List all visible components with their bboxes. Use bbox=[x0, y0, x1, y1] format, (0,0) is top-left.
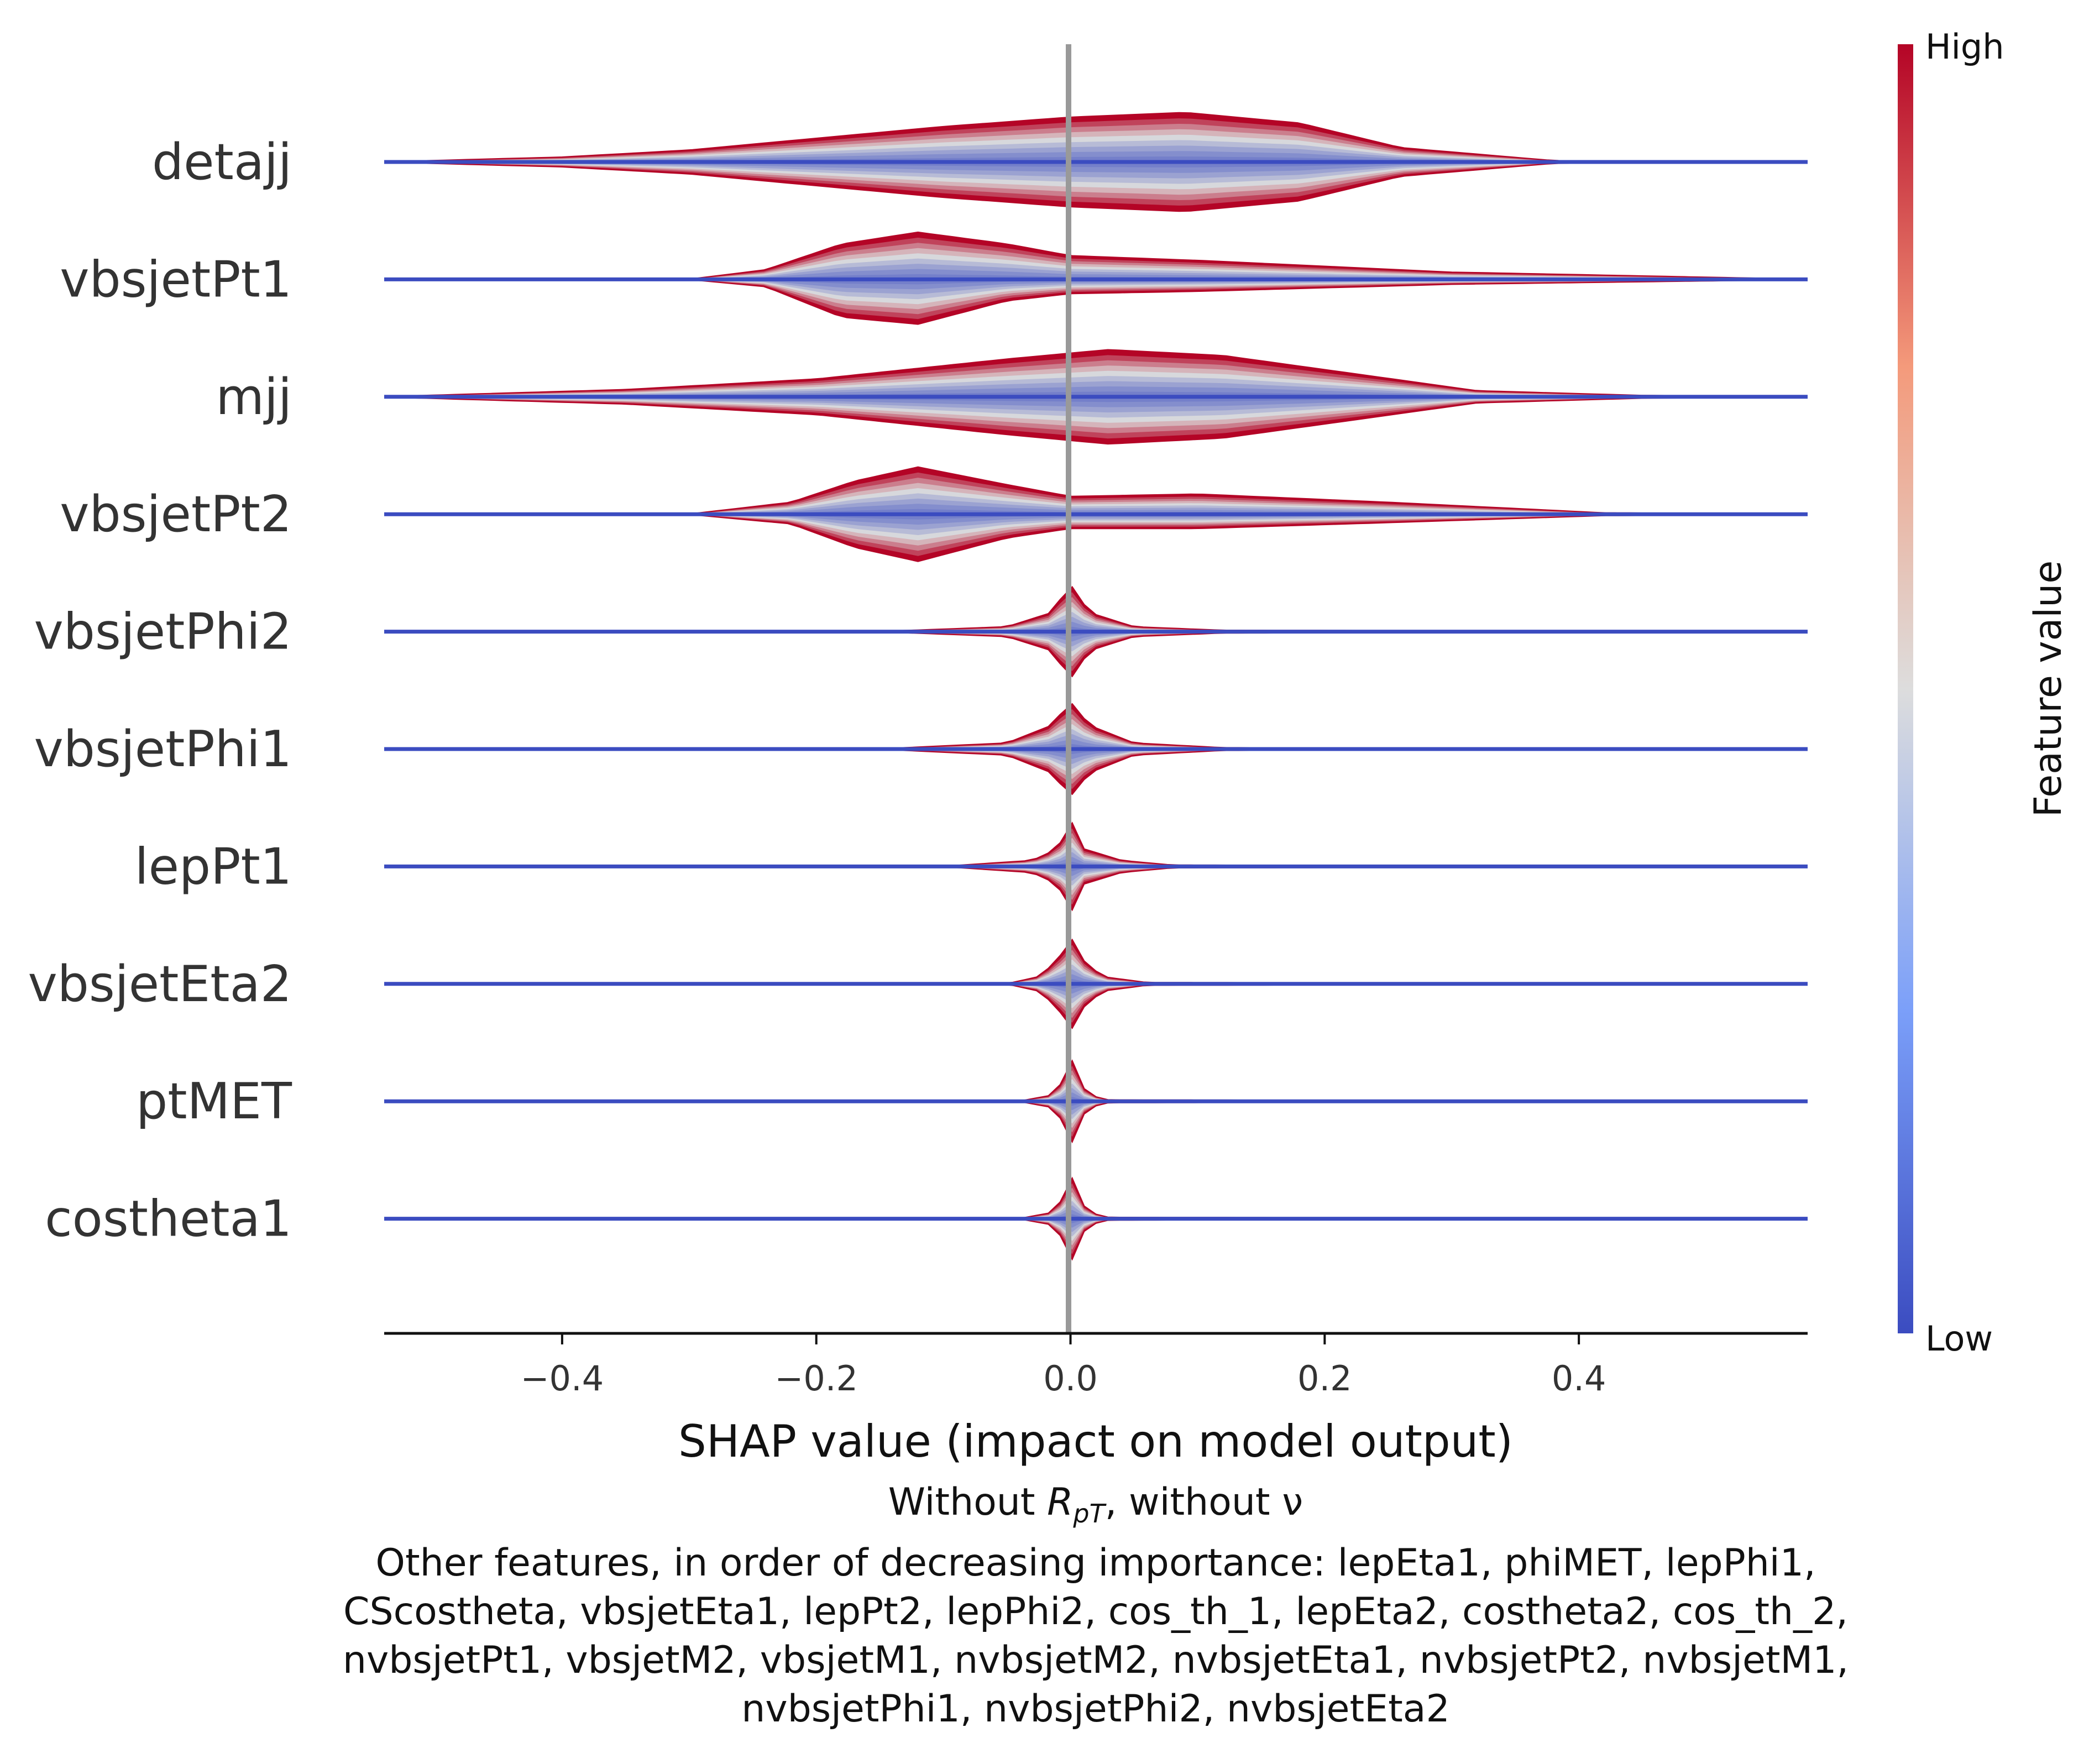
x-tick-label: 0.4 bbox=[1552, 1358, 1606, 1399]
caption-line-1: Without RpT, without ν bbox=[888, 1480, 1303, 1529]
violin-detajj bbox=[384, 112, 1808, 212]
feature-label: vbsjetPt2 bbox=[60, 485, 292, 543]
violin-layer bbox=[384, 112, 1808, 1261]
x-tick-label: 0.0 bbox=[1043, 1358, 1098, 1399]
violin-vbsjetPhi2 bbox=[384, 585, 1808, 678]
colorbar bbox=[1898, 44, 1913, 1333]
x-tick-label: −0.4 bbox=[521, 1358, 604, 1399]
feature-label: vbsjetPhi1 bbox=[34, 720, 292, 778]
caption-line-4: nvbsjetPt1, vbsjetM2, vbsjetM1, nvbsjetM… bbox=[343, 1639, 1849, 1682]
caption-symbol: R bbox=[1047, 1480, 1073, 1524]
violin-lepPt1 bbox=[384, 821, 1808, 912]
caption-prefix: Without bbox=[888, 1480, 1047, 1524]
violin-mjj bbox=[384, 349, 1808, 445]
violin-vbsjetPt1 bbox=[384, 231, 1808, 325]
feature-label: vbsjetPt1 bbox=[60, 250, 292, 308]
caption-line-3: CScostheta, vbsjetEta1, lepPt2, lepPhi2,… bbox=[343, 1590, 1848, 1634]
violin-ptMET bbox=[384, 1059, 1808, 1144]
feature-label: costheta1 bbox=[45, 1190, 292, 1248]
feature-label: ptMET bbox=[136, 1072, 292, 1130]
caption-suffix: , without ν bbox=[1105, 1480, 1303, 1524]
violin-costheta1 bbox=[384, 1176, 1808, 1261]
x-tick-label: −0.2 bbox=[774, 1358, 858, 1399]
caption-line-2: Other features, in order of decreasing i… bbox=[375, 1541, 1815, 1585]
feature-label: lepPt1 bbox=[135, 837, 292, 896]
feature-label: vbsjetEta2 bbox=[28, 955, 292, 1013]
x-tick-label: 0.2 bbox=[1297, 1358, 1352, 1399]
feature-label: detajj bbox=[152, 133, 292, 191]
violin-vbsjetEta2 bbox=[384, 938, 1808, 1029]
caption-subscript: pT bbox=[1072, 1499, 1107, 1529]
violin-vbsjetPt2 bbox=[384, 466, 1808, 562]
violin-vbsjetPhi1 bbox=[384, 703, 1808, 795]
x-ticks: −0.4 −0.2 0.0 0.2 0.4 bbox=[521, 1333, 1606, 1399]
colorbar-title: Feature value bbox=[2027, 561, 2070, 817]
colorbar-high-label: High bbox=[1925, 27, 2004, 67]
caption-line-5: nvbsjetPhi1, nvbsjetPhi2, nvbsjetEta2 bbox=[741, 1687, 1450, 1731]
x-axis-label: SHAP value (impact on model output) bbox=[678, 1416, 1513, 1467]
colorbar-low-label: Low bbox=[1925, 1318, 1993, 1359]
feature-label: mjj bbox=[216, 368, 292, 426]
feature-label: vbsjetPhi2 bbox=[34, 603, 292, 661]
feature-labels: detajj vbsjetPt1 mjj vbsjetPt2 vbsjetPhi2 vbs… bbox=[28, 133, 292, 1248]
